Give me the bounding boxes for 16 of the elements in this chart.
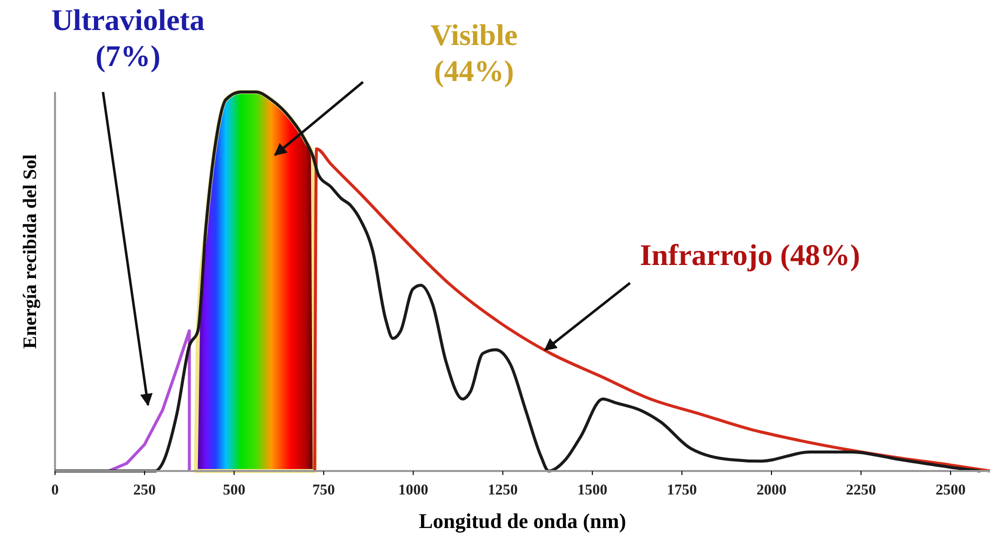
- x-tick-label: 500: [222, 482, 246, 498]
- x-tick-label: 1750: [666, 482, 697, 498]
- text: Ultravioleta (7%): [51, 4, 205, 73]
- x-tick-label: 2250: [846, 482, 876, 498]
- x-axis-title: Longitud de onda (nm): [418, 509, 626, 533]
- x-tick-label: 2500: [936, 482, 966, 498]
- x-tick-label: 750: [312, 482, 335, 498]
- x-tick-label: 1250: [488, 482, 518, 498]
- y-axis-title: Energía recibida del Sol: [20, 154, 41, 349]
- x-tick-label: 0: [51, 482, 59, 498]
- annotation: Infrarrojo (48%): [640, 239, 860, 272]
- x-tick-label: 250: [133, 482, 156, 498]
- x-tick-label: 1000: [398, 482, 428, 498]
- x-tick-label: 1500: [577, 482, 608, 498]
- text: Visible (44%): [430, 19, 518, 88]
- x-tick-label: 2000: [756, 482, 786, 498]
